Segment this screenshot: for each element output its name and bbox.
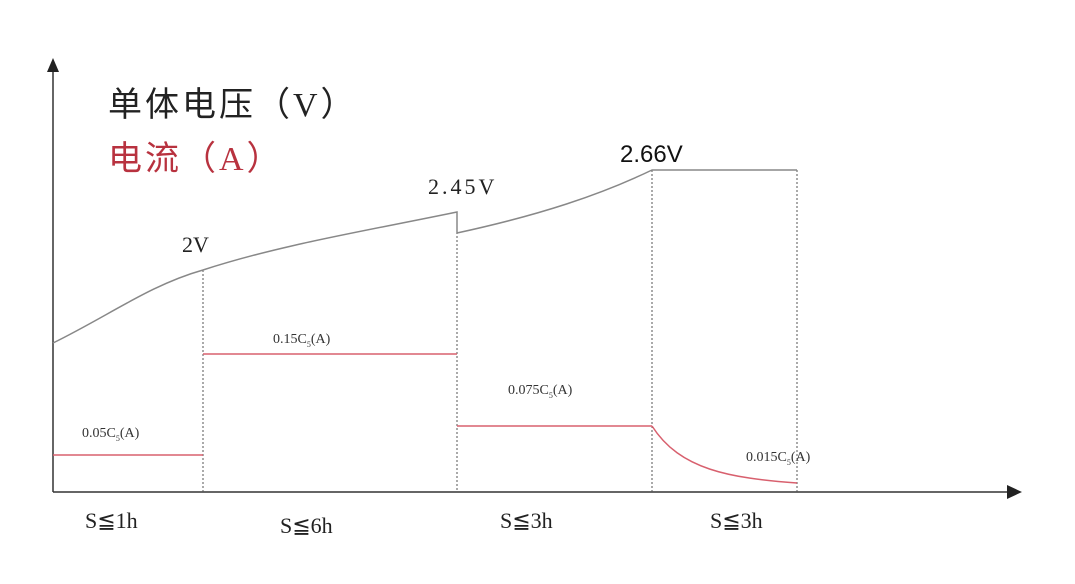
x-arrow <box>1007 485 1022 499</box>
current-title: 电流（A） <box>108 140 284 178</box>
current-segment <box>651 425 798 484</box>
label-sub: 5 <box>787 458 791 467</box>
label-main: 0.15C <box>273 332 307 347</box>
label-unit: (A) <box>553 383 573 398</box>
voltage-label: 2.66V <box>620 141 683 168</box>
label-sub: 5 <box>116 434 120 443</box>
stage-dividers <box>202 170 798 492</box>
voltage-label: 2.45V <box>428 174 497 199</box>
stage-label: S≦6h <box>280 513 333 538</box>
voltage-curve <box>52 169 797 344</box>
label-main: 0.05C <box>82 426 116 441</box>
y-arrow <box>47 58 59 72</box>
stage-label: S≦3h <box>500 508 553 533</box>
label-unit: (A) <box>120 426 140 441</box>
label-sub: 5 <box>549 391 553 400</box>
label-unit: (A) <box>791 450 811 465</box>
label-sub: 5 <box>307 340 311 349</box>
current-label: 0.075C5(A) <box>508 383 573 400</box>
stage-label: S≦1h <box>85 508 138 533</box>
current-label: 0.015C5(A) <box>746 450 811 467</box>
voltage-title: 单体电压（V） <box>108 86 358 124</box>
current-label: 0.05C5(A) <box>82 426 140 443</box>
label-main: 0.015C <box>746 450 787 465</box>
voltage-label: 2V <box>182 232 209 257</box>
current-curve <box>53 353 798 484</box>
label-unit: (A) <box>311 332 331 347</box>
stage-label: S≦3h <box>710 508 763 533</box>
current-label: 0.15C5(A) <box>273 332 331 349</box>
label-main: 0.075C <box>508 383 549 398</box>
